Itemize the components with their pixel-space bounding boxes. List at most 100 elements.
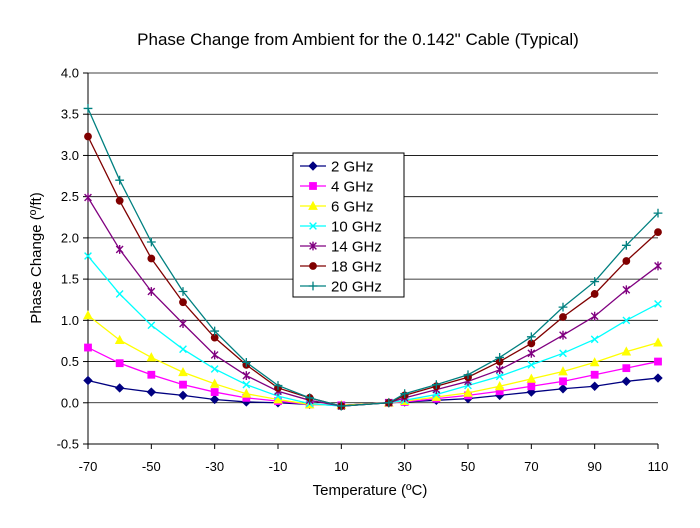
data-point: [527, 348, 536, 358]
data-point: [495, 365, 504, 375]
data-point: [590, 370, 599, 379]
data-point: [494, 381, 505, 391]
data-point: [179, 380, 187, 389]
data-point: [527, 360, 536, 369]
data-point: [305, 393, 315, 403]
series-layer: [83, 104, 663, 411]
data-point: [83, 104, 93, 113]
data-point: [147, 321, 156, 330]
y-tick-label: -0.5: [57, 437, 79, 452]
legend-label: 4 GHz: [331, 179, 374, 196]
data-point: [178, 390, 188, 401]
data-point: [210, 388, 219, 396]
data-point: [114, 334, 125, 345]
data-point: [178, 287, 188, 296]
data-point: [146, 237, 156, 247]
data-point: [384, 398, 394, 408]
data-point: [558, 366, 568, 376]
data-point: [309, 262, 317, 270]
legend-entry: 18 GHz: [300, 259, 382, 276]
x-axis-label: Temperature (ºC): [313, 482, 428, 499]
data-point: [147, 287, 156, 296]
data-point: [653, 337, 663, 347]
data-point: [114, 383, 125, 393]
data-point: [84, 343, 92, 352]
legend-label: 18 GHz: [331, 259, 382, 276]
legend-entry: 14 GHz: [300, 239, 382, 256]
data-point: [621, 240, 631, 250]
data-point: [241, 357, 251, 367]
data-point: [115, 359, 124, 368]
data-point: [495, 372, 504, 381]
data-point: [336, 401, 346, 411]
y-tick-label: 2.5: [61, 189, 79, 204]
data-point: [559, 313, 567, 321]
data-point: [309, 222, 317, 230]
legend-label: 6 GHz: [331, 199, 374, 216]
y-tick-label: 0.0: [61, 395, 79, 410]
data-point: [309, 241, 317, 251]
data-point: [210, 350, 219, 360]
data-point: [400, 389, 410, 399]
legend-label: 14 GHz: [331, 239, 382, 256]
series-20-ghz: [83, 104, 663, 411]
data-point: [590, 290, 599, 298]
data-point: [241, 388, 252, 398]
data-point: [558, 302, 568, 312]
x-tick-label: 30: [397, 459, 411, 474]
data-point: [84, 193, 92, 202]
legend-label: 10 GHz: [331, 219, 382, 236]
data-point: [178, 366, 188, 377]
y-tick-label: 0.5: [61, 354, 79, 369]
data-point: [526, 332, 536, 342]
y-tick-label: 2.0: [61, 230, 79, 245]
data-point: [589, 357, 600, 367]
data-point: [179, 319, 187, 329]
data-point: [209, 378, 220, 388]
y-tick-label: 3.5: [61, 107, 79, 122]
x-tick-label: -70: [79, 459, 98, 474]
data-point: [559, 330, 567, 340]
data-point: [308, 281, 318, 291]
data-point: [242, 380, 251, 389]
x-tick-label: 90: [587, 459, 601, 474]
series-4-ghz: [84, 343, 662, 410]
data-point: [621, 376, 632, 387]
data-point: [115, 245, 124, 254]
y-tick-label: 3.0: [61, 148, 79, 163]
data-point: [115, 290, 124, 298]
series-line: [87, 346, 659, 406]
data-point: [210, 326, 220, 336]
data-point: [146, 352, 157, 362]
data-point: [210, 365, 219, 373]
legend-entry: 20 GHz: [300, 279, 382, 296]
data-point: [115, 175, 125, 185]
data-point: [209, 394, 220, 405]
data-point: [622, 257, 631, 265]
x-tick-label: -50: [142, 459, 161, 474]
data-point: [526, 373, 537, 383]
x-tick-label: 110: [648, 459, 669, 474]
y-axis-label: Phase Change (º/ft): [28, 192, 45, 323]
x-tick-label: -10: [269, 459, 288, 474]
data-point: [590, 277, 600, 286]
legend-entry: 2 GHz: [300, 159, 374, 176]
data-point: [147, 370, 156, 379]
data-point: [621, 346, 632, 356]
data-point: [654, 357, 662, 366]
data-point: [463, 370, 473, 380]
data-point: [622, 285, 631, 295]
data-point: [463, 387, 473, 397]
data-point: [589, 381, 600, 391]
data-point: [179, 298, 187, 307]
y-tick-label: 1.5: [61, 272, 79, 287]
data-point: [559, 349, 567, 358]
data-point: [622, 316, 631, 325]
data-point: [653, 373, 663, 383]
data-point: [242, 371, 251, 380]
data-point: [558, 384, 568, 394]
data-point: [84, 252, 92, 260]
data-point: [590, 335, 599, 344]
data-point: [309, 182, 317, 190]
